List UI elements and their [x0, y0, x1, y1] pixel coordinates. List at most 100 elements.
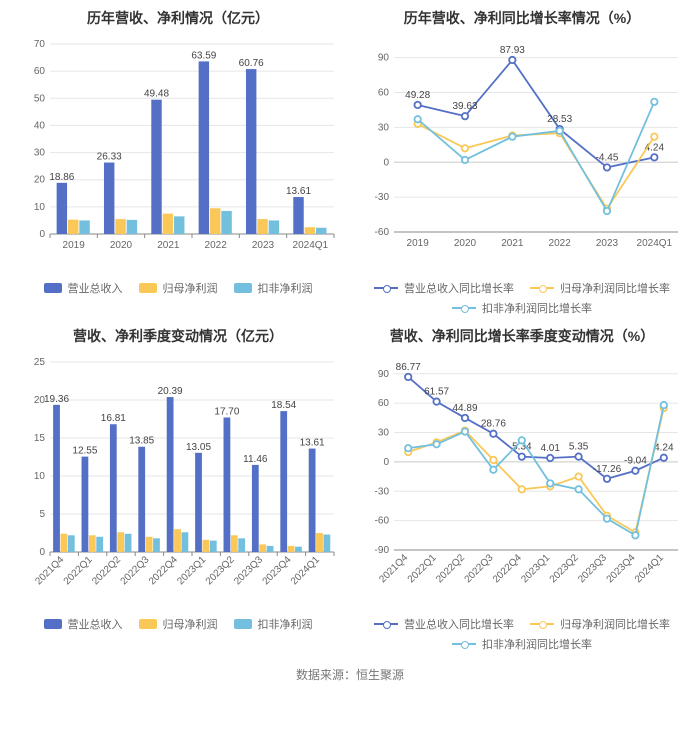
legend-item-net_profit: 归母净利润同比增长率	[530, 616, 670, 632]
svg-text:2022Q2: 2022Q2	[90, 554, 123, 587]
data-source-footer: 数据来源：恒生聚源	[12, 666, 688, 683]
svg-text:2022Q2: 2022Q2	[434, 552, 467, 585]
svg-text:28.76: 28.76	[480, 419, 505, 430]
svg-text:2024Q1: 2024Q1	[632, 552, 665, 585]
svg-text:60: 60	[33, 66, 45, 77]
svg-text:4.01: 4.01	[540, 443, 560, 454]
svg-text:2023Q3: 2023Q3	[576, 552, 609, 585]
svg-text:-60: -60	[374, 516, 389, 527]
svg-text:2024Q1: 2024Q1	[288, 554, 321, 587]
legend-item-net_profit: 归母净利润	[139, 616, 218, 632]
legend-label: 归母净利润	[163, 616, 218, 632]
svg-text:2019: 2019	[406, 238, 429, 249]
legend-label: 扣非净利润	[258, 616, 313, 632]
svg-text:49.28: 49.28	[405, 90, 430, 101]
svg-text:40: 40	[33, 120, 45, 131]
chart2-legend: 营业总收入同比增长率归母净利润同比增长率扣非净利润同比增长率	[356, 280, 688, 316]
panel-quarterly-line: 营收、净利同比增长率季度变动情况（%） -90-60-3003060902021…	[356, 326, 688, 652]
svg-text:-90: -90	[374, 545, 389, 556]
svg-text:50: 50	[33, 93, 45, 104]
legend-item-net_profit: 归母净利润	[139, 280, 218, 296]
legend-label: 营业总收入	[68, 616, 123, 632]
legend-item-nonrecurring: 扣非净利润	[234, 280, 313, 296]
legend-label: 归母净利润同比增长率	[560, 616, 670, 632]
svg-text:2021: 2021	[501, 238, 524, 249]
svg-text:0: 0	[383, 157, 389, 168]
svg-text:60: 60	[377, 88, 389, 99]
chart4-title: 营收、净利同比增长率季度变动情况（%）	[390, 326, 654, 346]
svg-text:18.54: 18.54	[271, 400, 296, 411]
svg-text:-17.26: -17.26	[592, 464, 621, 475]
svg-text:60.76: 60.76	[238, 58, 263, 69]
svg-text:2023Q1: 2023Q1	[519, 552, 552, 585]
svg-text:44.89: 44.89	[452, 403, 477, 414]
svg-text:2024Q1: 2024Q1	[292, 240, 328, 251]
svg-text:2022: 2022	[204, 240, 227, 251]
svg-text:90: 90	[377, 53, 389, 64]
svg-text:2020: 2020	[453, 238, 476, 249]
svg-text:25: 25	[33, 357, 45, 368]
svg-text:2022: 2022	[548, 238, 571, 249]
chart3-svg: 05101520252021Q419.362022Q112.552022Q216…	[16, 352, 341, 610]
chart1-legend: 营业总收入 归母净利润 扣非净利润	[44, 280, 313, 296]
svg-text:-30: -30	[374, 486, 389, 497]
chart1-svg: 010203040506070201918.86202026.33202149.…	[16, 34, 341, 274]
chart1-title: 历年营收、净利情况（亿元）	[87, 8, 269, 28]
svg-text:13.85: 13.85	[129, 436, 154, 447]
svg-text:60: 60	[377, 398, 389, 409]
legend-swatch	[139, 619, 157, 629]
svg-text:2023: 2023	[595, 238, 618, 249]
svg-text:20: 20	[33, 175, 45, 186]
svg-text:2021: 2021	[157, 240, 180, 251]
legend-label: 归母净利润	[163, 280, 218, 296]
svg-text:13.05: 13.05	[186, 442, 211, 453]
svg-text:11.46: 11.46	[243, 454, 268, 465]
svg-text:13.61: 13.61	[286, 186, 311, 197]
panel-quarterly-bar: 营收、净利季度变动情况（亿元） 05101520252021Q419.36202…	[12, 326, 344, 652]
legend-item-nonrecurring: 扣非净利润同比增长率	[452, 636, 592, 652]
legend-item-revenue: 营业总收入同比增长率	[374, 616, 514, 632]
svg-text:2023: 2023	[251, 240, 274, 251]
svg-text:10: 10	[33, 202, 45, 213]
svg-text:-4.45: -4.45	[595, 152, 618, 163]
panel-annual-line: 历年营收、净利同比增长率情况（%） -60-300306090201920202…	[356, 8, 688, 316]
svg-text:0: 0	[39, 229, 45, 240]
legend-item-net_profit: 归母净利润同比增长率	[530, 280, 670, 296]
chart-grid: 历年营收、净利情况（亿元） 010203040506070201918.8620…	[12, 8, 688, 652]
svg-text:2024Q1: 2024Q1	[636, 238, 672, 249]
legend-item-nonrecurring: 扣非净利润同比增长率	[452, 300, 592, 316]
svg-text:2019: 2019	[62, 240, 85, 251]
svg-text:10: 10	[33, 471, 45, 482]
svg-text:13.61: 13.61	[299, 438, 324, 449]
legend-label: 扣非净利润同比增长率	[482, 636, 592, 652]
svg-text:19.36: 19.36	[44, 394, 69, 405]
svg-text:16.81: 16.81	[100, 413, 125, 424]
chart2-svg: -60-300306090201920202021202220232024Q14…	[360, 34, 685, 274]
svg-text:0: 0	[383, 457, 389, 468]
svg-text:2023Q4: 2023Q4	[604, 552, 637, 585]
chart3-title: 营收、净利季度变动情况（亿元）	[73, 326, 283, 346]
svg-text:-30: -30	[374, 192, 389, 203]
legend-item-revenue: 营业总收入同比增长率	[374, 280, 514, 296]
svg-text:39.63: 39.63	[452, 101, 477, 112]
panel-annual-bar: 历年营收、净利情况（亿元） 010203040506070201918.8620…	[12, 8, 344, 316]
legend-label: 营业总收入同比增长率	[404, 280, 514, 296]
legend-item-nonrecurring: 扣非净利润	[234, 616, 313, 632]
legend-swatch	[234, 619, 252, 629]
svg-text:17.70: 17.70	[214, 406, 239, 417]
svg-text:2020: 2020	[109, 240, 132, 251]
svg-text:2023Q1: 2023Q1	[175, 554, 208, 587]
svg-text:2022Q1: 2022Q1	[405, 552, 438, 585]
legend-item-revenue: 营业总收入	[44, 280, 123, 296]
svg-text:-9.04: -9.04	[624, 456, 647, 467]
svg-text:2021Q4: 2021Q4	[33, 554, 66, 587]
svg-text:2022Q1: 2022Q1	[61, 554, 94, 587]
legend-label: 扣非净利润同比增长率	[482, 300, 592, 316]
svg-text:2022Q4: 2022Q4	[146, 554, 179, 587]
chart2-title: 历年营收、净利同比增长率情况（%）	[404, 8, 640, 28]
svg-text:15: 15	[33, 433, 45, 444]
chart3-legend: 营业总收入 归母净利润 扣非净利润	[44, 616, 313, 632]
svg-text:2023Q4: 2023Q4	[260, 554, 293, 587]
legend-swatch	[139, 283, 157, 293]
legend-label: 扣非净利润	[258, 280, 313, 296]
